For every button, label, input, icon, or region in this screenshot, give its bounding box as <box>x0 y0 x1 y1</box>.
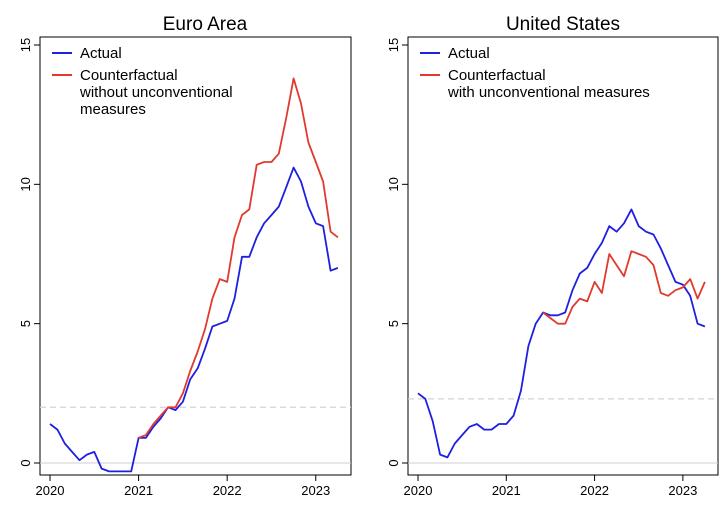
y-tick-label: 15 <box>18 38 33 52</box>
y-tick-label: 0 <box>18 459 33 466</box>
y-tick-label: 5 <box>18 320 33 327</box>
x-tick-label: 2023 <box>301 483 330 498</box>
legend-label-line: without unconventional <box>79 84 233 101</box>
series-line-actual <box>49 166 339 473</box>
x-tick-label: 2022 <box>580 483 609 498</box>
chart-title: Euro Area <box>163 14 248 35</box>
x-tick-label: 2021 <box>492 483 521 498</box>
y-tick-label: 10 <box>18 177 33 191</box>
legend-label-line: with unconventional measures <box>447 84 650 101</box>
legend-label-line: measures <box>80 101 146 118</box>
x-tick-label: 2020 <box>404 483 433 498</box>
legend-label: Actual <box>448 45 490 62</box>
legend-label-line: Counterfactual <box>80 67 178 84</box>
series-line-counterfactual <box>542 250 706 325</box>
series-line-counterfactual <box>138 77 339 439</box>
plot-frame <box>407 36 719 476</box>
x-tick-label: 2022 <box>213 483 242 498</box>
x-tick-label: 2021 <box>124 483 153 498</box>
chart-title: United States <box>506 14 620 35</box>
legend-label-line: Counterfactual <box>448 67 546 84</box>
y-tick-label: 15 <box>386 38 401 52</box>
series-line-actual <box>417 208 706 459</box>
legend-label: Actual <box>80 45 122 62</box>
x-tick-label: 2023 <box>668 483 697 498</box>
y-tick-label: 10 <box>386 177 401 191</box>
plot-frame <box>39 36 352 476</box>
x-tick-label: 2020 <box>36 483 65 498</box>
y-tick-label: 5 <box>386 320 401 327</box>
y-tick-label: 0 <box>386 459 401 466</box>
panel-euro-area: Euro Area 0 5 10 15 2020 2021 2022 2023 Actual Cou… <box>18 14 352 498</box>
panel-united-states: United States 0 5 10 15 2020 2021 2022 2023 Actua… <box>386 14 719 498</box>
